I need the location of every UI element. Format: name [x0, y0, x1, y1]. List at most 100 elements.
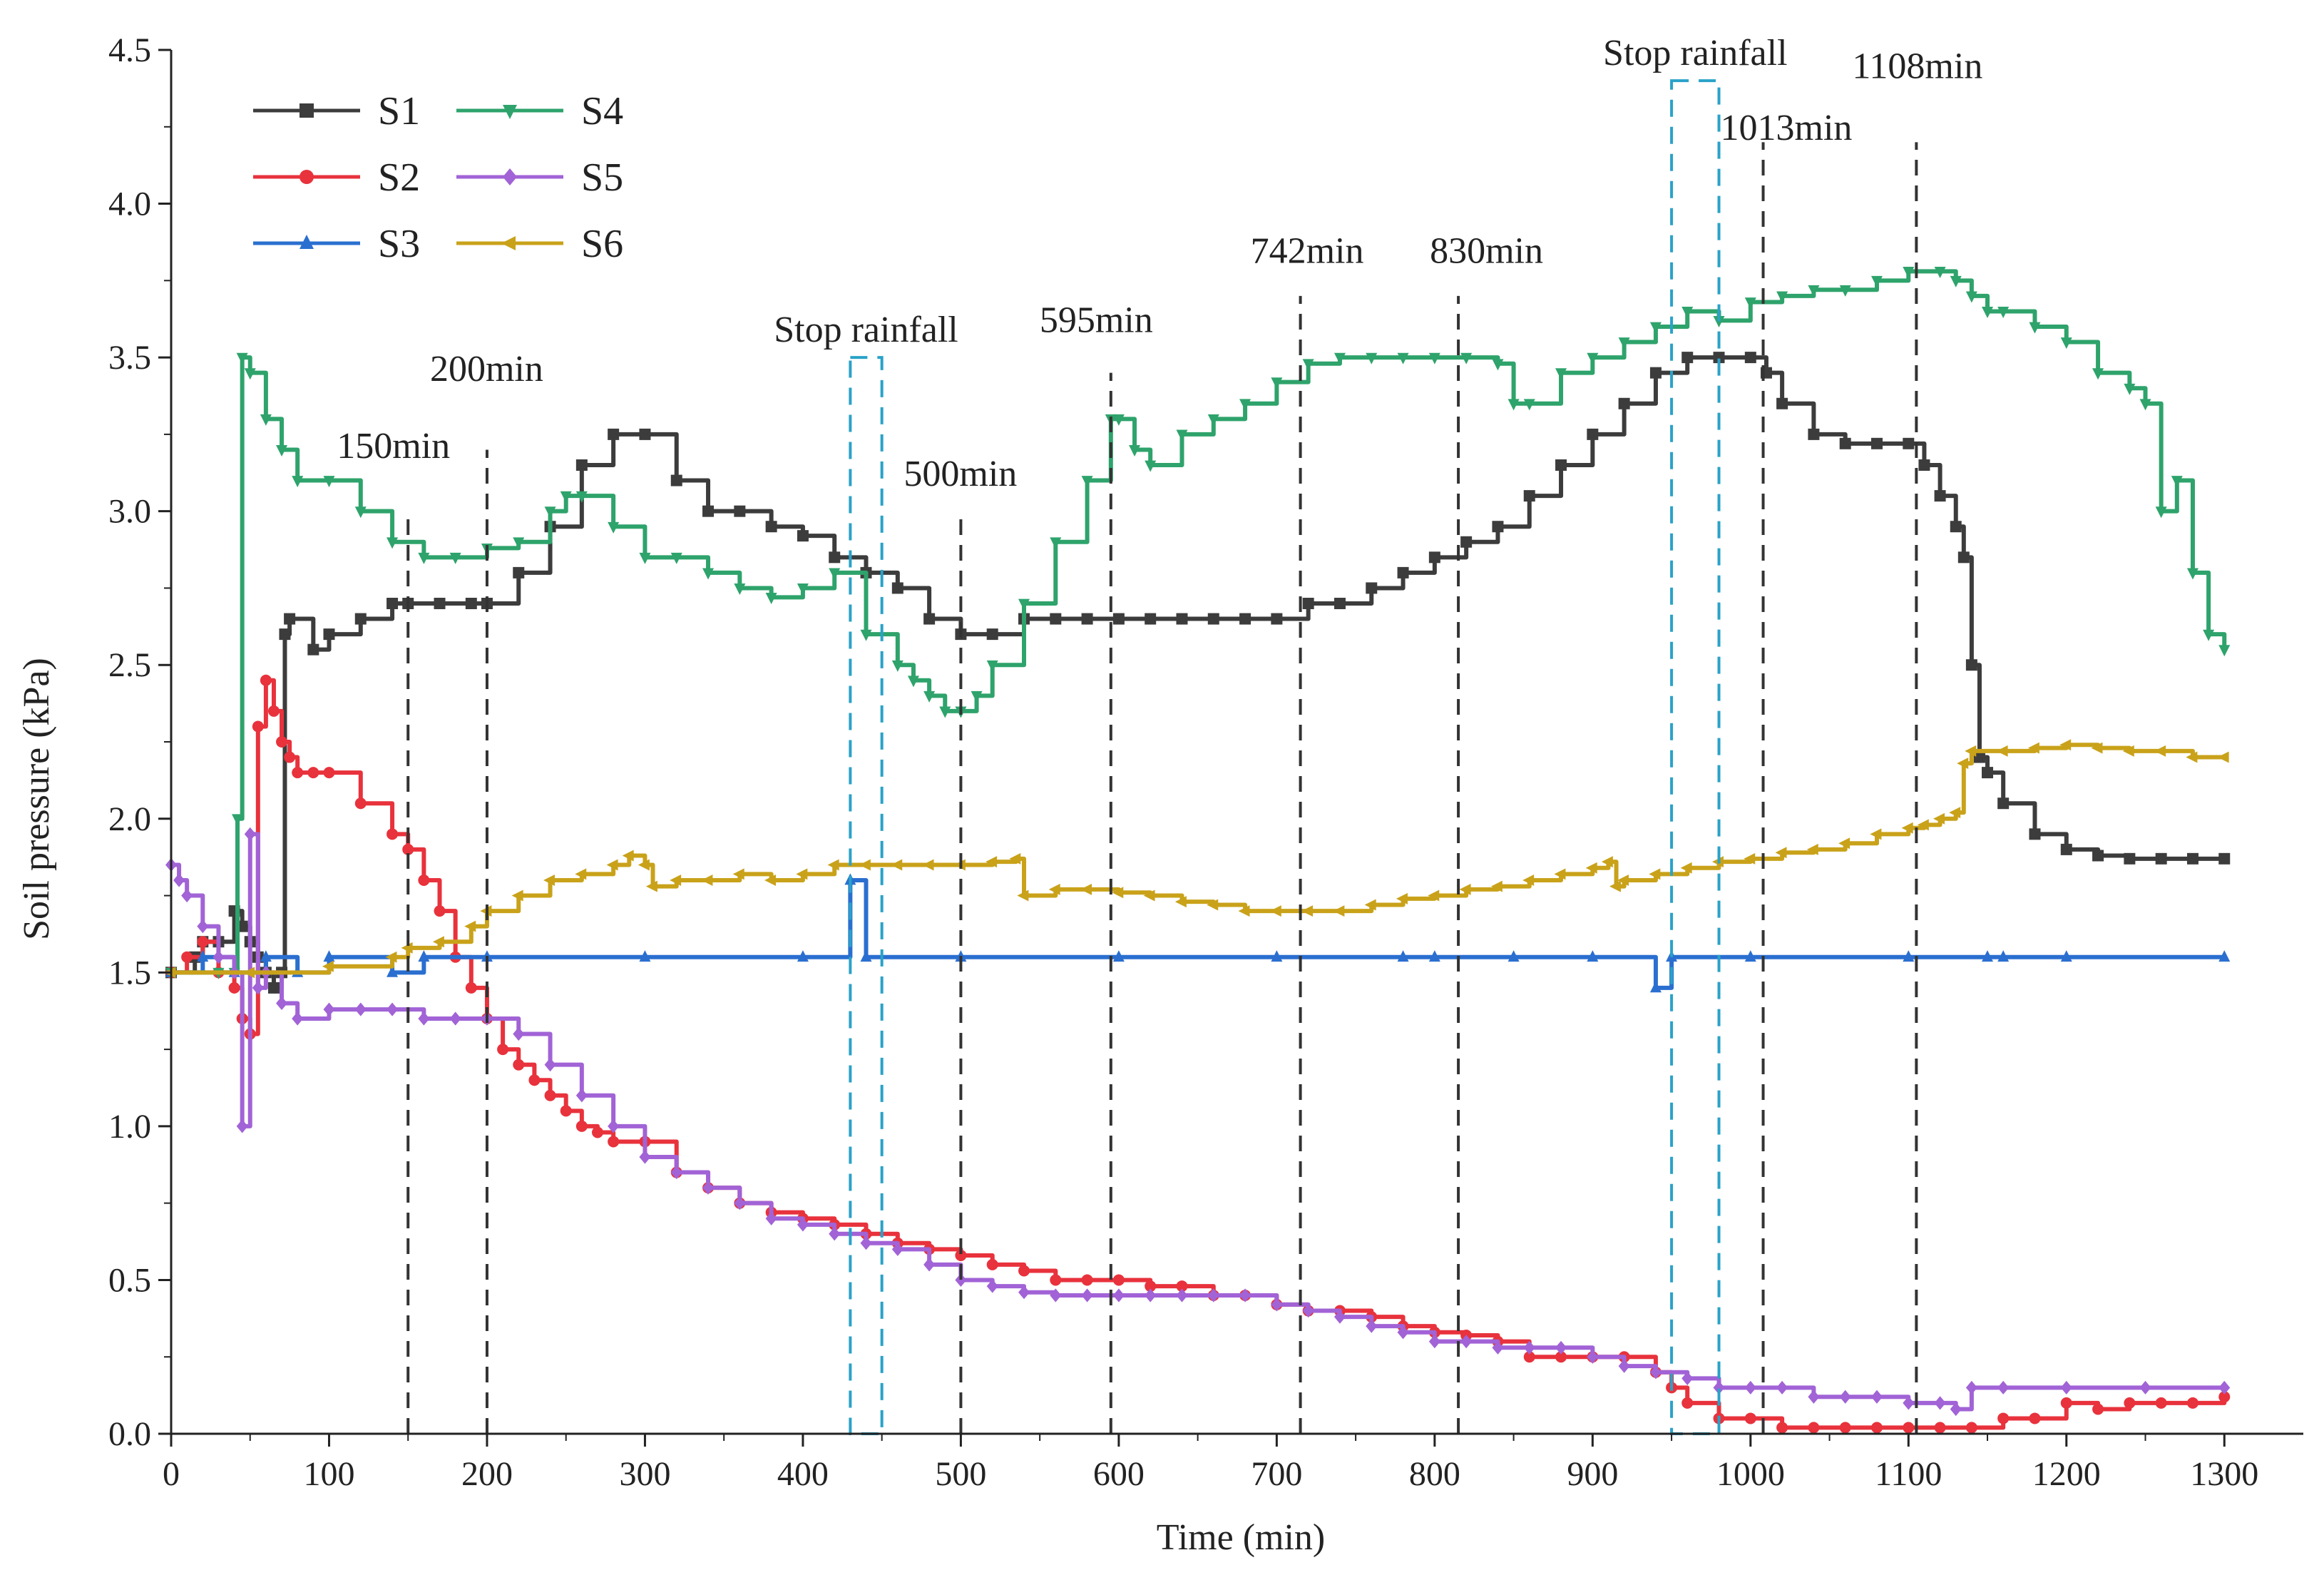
- x-tick-label: 100: [303, 1455, 354, 1493]
- data-point-s5: [513, 1026, 525, 1041]
- data-point-s5: [1081, 1288, 1093, 1303]
- reference-line-label: 830min: [1430, 230, 1543, 271]
- data-point-s5: [986, 1279, 998, 1293]
- data-point-s6: [1806, 843, 1818, 855]
- legend-swatch-marker: [501, 236, 516, 250]
- x-tick-label: 1300: [2190, 1455, 2258, 1493]
- legend-label: S4: [581, 89, 623, 133]
- data-point-s6: [1680, 862, 1692, 874]
- data-point-s5: [1176, 1288, 1188, 1303]
- y-tick-label: 4.5: [108, 31, 151, 69]
- data-point-s5: [2139, 1380, 2151, 1395]
- data-point-s1: [575, 459, 588, 471]
- data-point-s4: [1965, 291, 1977, 303]
- data-point-s4: [1366, 352, 1378, 365]
- data-point-s6: [1009, 852, 1021, 865]
- data-point-s5: [1776, 1380, 1788, 1395]
- data-point-s6: [670, 875, 682, 886]
- data-point-s6: [1207, 899, 1219, 911]
- data-point-s4: [608, 521, 620, 534]
- x-tick-label: 500: [935, 1455, 986, 1493]
- data-point-s5: [544, 1058, 556, 1072]
- data-point-s5: [639, 1150, 651, 1164]
- data-point-s6: [1585, 862, 1597, 874]
- data-point-s3: [1587, 950, 1599, 962]
- data-point-s4: [449, 552, 461, 564]
- data-point-s4: [2203, 629, 2215, 641]
- data-point-s6: [1459, 883, 1471, 895]
- data-point-s4: [1018, 598, 1030, 611]
- data-point-s1: [1957, 551, 1970, 564]
- x-tick-label: 1000: [1716, 1455, 1785, 1493]
- data-point-s5: [1239, 1288, 1251, 1303]
- data-point-s2: [284, 751, 296, 763]
- data-point-s4: [1713, 315, 1725, 327]
- data-point-s1: [1934, 490, 1946, 502]
- data-point-s5: [1018, 1285, 1030, 1300]
- data-point-s4: [1207, 414, 1219, 426]
- data-point-s2: [2124, 1397, 2136, 1409]
- data-point-s5: [1492, 1340, 1504, 1355]
- data-point-s4: [1649, 322, 1662, 334]
- data-point-s6: [922, 859, 934, 871]
- legend-item-s1: S1: [253, 89, 420, 133]
- data-point-s4: [1744, 297, 1756, 310]
- legend-label: S2: [378, 156, 420, 200]
- x-tick-label: 800: [1409, 1455, 1460, 1493]
- data-point-s1: [891, 582, 904, 594]
- data-point-s2: [497, 1044, 509, 1056]
- data-point-s4: [232, 814, 244, 826]
- legend-swatch-marker: [300, 103, 314, 118]
- data-point-s5: [1950, 1402, 1962, 1417]
- data-point-s2: [1681, 1397, 1694, 1409]
- legend-swatch-marker: [300, 170, 314, 184]
- data-point-s2: [2060, 1397, 2072, 1409]
- data-point-s4: [1145, 460, 1157, 472]
- data-point-s5: [955, 1273, 967, 1288]
- data-point-s6: [1901, 822, 1913, 834]
- data-point-s1: [387, 598, 399, 609]
- stop-rainfall-label: Stop rainfall: [774, 310, 958, 350]
- data-point-s2: [402, 843, 414, 855]
- data-point-s1: [1460, 536, 1473, 548]
- data-point-s6: [1017, 890, 1029, 902]
- data-point-s5: [1112, 1288, 1125, 1303]
- data-point-s4: [513, 537, 525, 549]
- reference-line-label: 1108min: [1852, 46, 1982, 87]
- series-s4: [165, 267, 2231, 979]
- data-point-s4: [276, 445, 288, 457]
- legend-label: S1: [378, 89, 420, 133]
- data-point-s5: [1903, 1396, 1915, 1410]
- reference-line-label: 595min: [1040, 300, 1153, 341]
- data-point-s5: [923, 1258, 936, 1272]
- legend-swatch-marker: [300, 235, 314, 249]
- data-point-s1: [267, 982, 280, 994]
- data-point-s4: [1129, 445, 1141, 457]
- legend-swatch-marker: [503, 105, 517, 119]
- series-s6: [164, 739, 2229, 979]
- series-line-s4: [171, 269, 2227, 975]
- data-point-s1: [1428, 551, 1440, 564]
- data-point-s3: [860, 950, 872, 962]
- data-point-s6: [401, 942, 413, 954]
- data-point-s1: [1271, 613, 1283, 625]
- data-point-s5: [860, 1236, 872, 1250]
- data-point-s4: [1081, 476, 1093, 488]
- data-point-s6: [1649, 868, 1661, 880]
- data-point-s1: [765, 521, 777, 533]
- data-point-s5: [1302, 1303, 1314, 1318]
- data-point-s4: [986, 660, 998, 672]
- data-point-s1: [1965, 659, 1977, 671]
- data-point-s5: [1871, 1390, 1883, 1404]
- data-point-s6: [1838, 837, 1851, 850]
- data-point-s4: [765, 592, 777, 604]
- data-point-s2: [292, 767, 304, 779]
- data-point-s6: [1396, 892, 1408, 904]
- data-point-s5: [1366, 1319, 1378, 1333]
- data-point-s6: [606, 859, 618, 871]
- data-point-s1: [702, 505, 715, 517]
- data-point-s1: [639, 428, 651, 440]
- chart-axes: 0 100 200 300 400 500 600 700 800 900 1000 1100 1200…: [108, 31, 2303, 1493]
- data-point-s4: [560, 491, 572, 503]
- data-point-s5: [608, 1119, 620, 1133]
